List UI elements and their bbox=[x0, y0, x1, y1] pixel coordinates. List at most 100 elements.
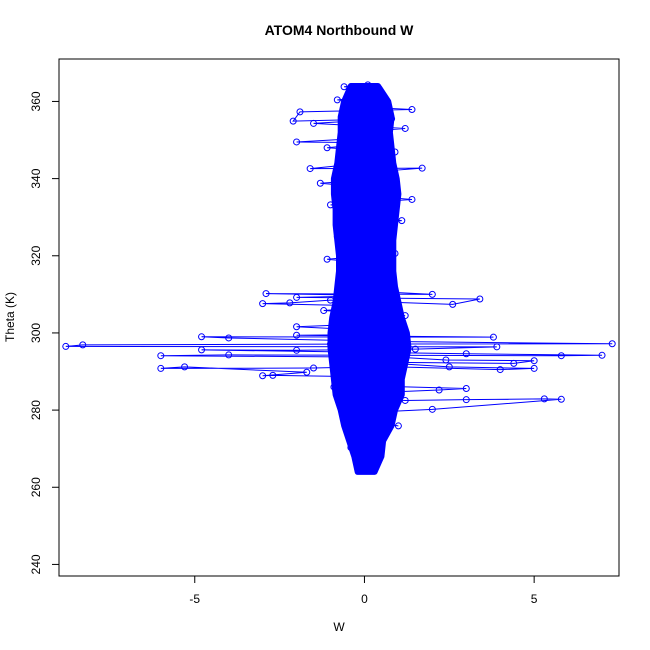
data-point bbox=[401, 124, 409, 132]
y-tick-label: 240 bbox=[29, 554, 43, 574]
data-point bbox=[364, 81, 372, 89]
data-point bbox=[157, 352, 165, 360]
data-point bbox=[327, 296, 335, 304]
data-point bbox=[340, 266, 348, 274]
data-point bbox=[262, 290, 270, 298]
data-point bbox=[269, 371, 277, 379]
data-point bbox=[327, 201, 335, 209]
data-point bbox=[367, 373, 375, 381]
data-point bbox=[557, 352, 565, 360]
data-point bbox=[350, 169, 358, 177]
data-point bbox=[381, 292, 389, 300]
data-point bbox=[293, 138, 301, 146]
data-point bbox=[347, 211, 355, 219]
plot-frame bbox=[58, 58, 620, 577]
data-point bbox=[388, 174, 396, 182]
data-point bbox=[364, 454, 372, 462]
data-point bbox=[289, 117, 297, 125]
data-point bbox=[367, 158, 375, 166]
data-point bbox=[293, 331, 301, 339]
data-point bbox=[377, 337, 385, 345]
data-point bbox=[401, 354, 409, 362]
series-line bbox=[65, 84, 613, 472]
data-point bbox=[374, 281, 382, 289]
data-point bbox=[79, 341, 87, 349]
data-point bbox=[367, 227, 375, 235]
data-point bbox=[418, 164, 426, 172]
data-point bbox=[598, 351, 606, 359]
data-point bbox=[540, 395, 548, 403]
data-point bbox=[371, 320, 379, 328]
data-point bbox=[354, 89, 362, 97]
plot-area bbox=[62, 81, 616, 475]
data-point bbox=[157, 364, 165, 372]
data-point bbox=[286, 299, 294, 307]
data-point bbox=[462, 384, 470, 392]
data-point bbox=[608, 340, 616, 348]
data-point bbox=[371, 260, 379, 268]
data-point bbox=[374, 420, 382, 428]
x-tick-label: 0 bbox=[361, 592, 368, 606]
data-point bbox=[530, 364, 538, 372]
data-point bbox=[198, 333, 206, 341]
data-point bbox=[293, 293, 301, 301]
data-point bbox=[377, 388, 385, 396]
data-point bbox=[330, 383, 338, 391]
data-point bbox=[354, 446, 362, 454]
data-point bbox=[343, 415, 351, 423]
data-point bbox=[354, 128, 362, 136]
data-point bbox=[303, 368, 311, 376]
x-axis-label: W bbox=[333, 620, 345, 634]
data-point bbox=[401, 396, 409, 404]
data-point bbox=[360, 466, 368, 474]
data-point bbox=[310, 119, 318, 127]
data-point bbox=[408, 106, 416, 114]
data-point bbox=[340, 83, 348, 91]
y-tick-label: 320 bbox=[29, 245, 43, 265]
data-point bbox=[442, 356, 450, 364]
data-point bbox=[462, 350, 470, 358]
data-point bbox=[367, 435, 375, 443]
data-point bbox=[493, 343, 501, 351]
data-point bbox=[374, 139, 382, 147]
data-point bbox=[391, 249, 399, 257]
data-point bbox=[347, 444, 355, 452]
data-point bbox=[350, 427, 358, 435]
data-point bbox=[411, 345, 419, 353]
data-point bbox=[350, 245, 358, 253]
data-point bbox=[445, 363, 453, 371]
data-point bbox=[333, 233, 341, 241]
data-point bbox=[316, 179, 324, 187]
data-point bbox=[408, 195, 416, 203]
data-point bbox=[340, 190, 348, 198]
data-point bbox=[323, 144, 331, 152]
data-point bbox=[371, 358, 379, 366]
data-point bbox=[374, 85, 382, 93]
data-point bbox=[394, 376, 402, 384]
data-point bbox=[381, 408, 389, 416]
data-point bbox=[372, 452, 380, 460]
data-point bbox=[377, 362, 385, 370]
data-point bbox=[333, 353, 341, 361]
data-point bbox=[381, 133, 389, 141]
data-point bbox=[428, 290, 436, 298]
data-point bbox=[306, 165, 314, 173]
data-point bbox=[320, 307, 328, 315]
data-point bbox=[323, 255, 331, 263]
data-point bbox=[401, 312, 409, 320]
y-tick-label: 300 bbox=[29, 323, 43, 343]
data-point bbox=[337, 153, 345, 161]
data-point bbox=[394, 422, 402, 430]
data-point bbox=[310, 364, 318, 372]
data-point bbox=[510, 359, 518, 367]
data-point bbox=[428, 405, 436, 413]
data-point bbox=[496, 366, 504, 374]
data-point bbox=[337, 276, 345, 284]
y-axis-label: Theta (K) bbox=[3, 292, 17, 342]
data-point bbox=[343, 222, 351, 230]
data-point bbox=[462, 396, 470, 404]
data-point bbox=[327, 340, 335, 348]
data-point bbox=[62, 342, 70, 350]
